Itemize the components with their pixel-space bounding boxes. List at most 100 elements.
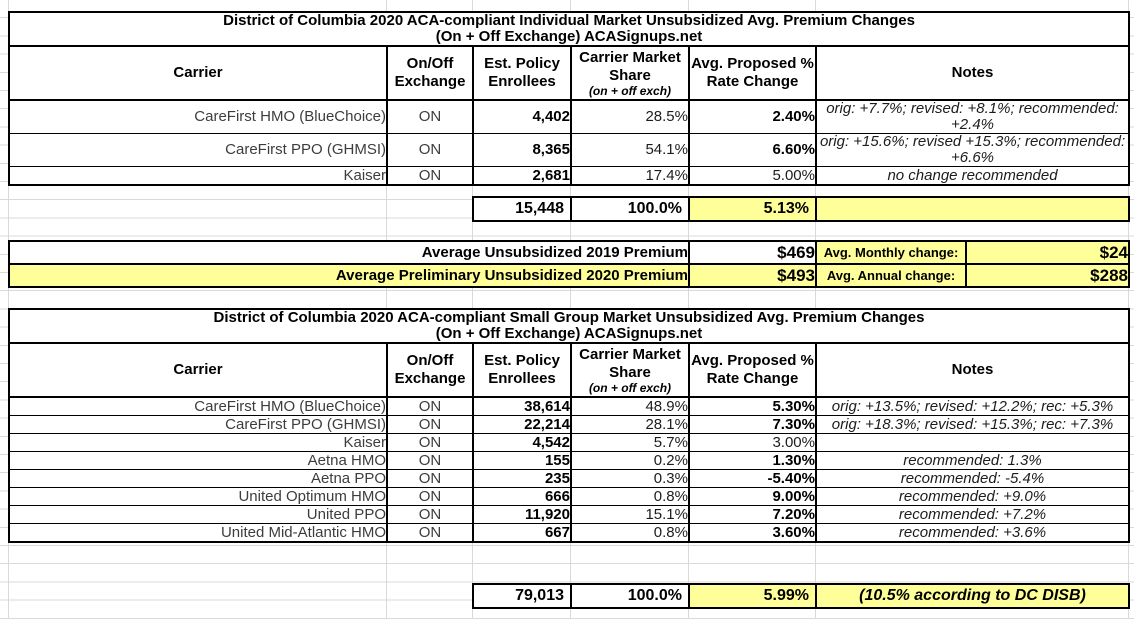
carrier-cell[interactable]: CareFirst HMO (BlueChoice) xyxy=(8,99,388,134)
enrollees-cell[interactable]: 22,214 xyxy=(472,415,572,434)
enrollees-cell[interactable]: 4,402 xyxy=(472,99,572,134)
carrier-cell[interactable]: CareFirst PPO (GHMSI) xyxy=(8,133,388,167)
share-cell[interactable]: 0.8% xyxy=(570,523,690,543)
notes-cell[interactable] xyxy=(815,433,1130,452)
exchange-cell[interactable]: ON xyxy=(386,133,474,167)
enrollees-cell[interactable]: 666 xyxy=(472,487,572,506)
rate-cell[interactable]: 9.00% xyxy=(688,487,817,506)
monthly-change-value[interactable]: $24 xyxy=(965,240,1130,265)
notes-cell[interactable]: recommended: +3.6% xyxy=(815,523,1130,543)
share-cell[interactable]: 0.8% xyxy=(570,487,690,506)
enrollees-cell[interactable]: 2,681 xyxy=(472,166,572,186)
carrier-cell[interactable]: Aetna HMO xyxy=(8,451,388,470)
carrier-cell[interactable]: Aetna PPO xyxy=(8,469,388,488)
exchange-cell[interactable]: ON xyxy=(386,505,474,524)
avg-2020-value[interactable]: $493 xyxy=(688,263,817,288)
share-cell[interactable]: 48.9% xyxy=(570,396,690,416)
total-enrollees-cell[interactable]: 15,448 xyxy=(472,196,572,222)
notes-cell[interactable]: recommended: +9.0% xyxy=(815,487,1130,506)
exchange-cell[interactable]: ON xyxy=(386,451,474,470)
notes-cell[interactable]: recommended: +7.2% xyxy=(815,505,1130,524)
avg-2019-value[interactable]: $469 xyxy=(688,240,817,265)
carrier-cell[interactable]: Kaiser xyxy=(8,433,388,452)
share-header[interactable]: Carrier Market Share (on + off exch) xyxy=(570,342,690,398)
exchange-cell[interactable]: ON xyxy=(386,433,474,452)
notes-header[interactable]: Notes xyxy=(815,342,1130,398)
share-cell[interactable]: 0.3% xyxy=(570,469,690,488)
rate-cell[interactable]: 3.60% xyxy=(688,523,817,543)
rate-cell[interactable]: 6.60% xyxy=(688,133,817,167)
rate-cell[interactable]: 7.30% xyxy=(688,415,817,434)
carrier-cell[interactable]: United PPO xyxy=(8,505,388,524)
exchange-cell[interactable]: ON xyxy=(386,99,474,134)
notes-cell[interactable]: orig: +18.3%; revised: +15.3%; rec: +7.3… xyxy=(815,415,1130,434)
average-premium-summary: Average Unsubsidized 2019 Premium $469 A… xyxy=(8,240,1130,288)
share-cell[interactable]: 5.7% xyxy=(570,433,690,452)
enrollees-cell[interactable]: 4,542 xyxy=(472,433,572,452)
total-rate-cell[interactable]: 5.99% xyxy=(688,583,817,609)
exchange-cell[interactable]: ON xyxy=(386,396,474,416)
share-cell[interactable]: 54.1% xyxy=(570,133,690,167)
table-row: Aetna HMO ON 155 0.2% 1.30% recommended: 1.3% xyxy=(8,451,1130,470)
enrollees-cell[interactable]: 11,920 xyxy=(472,505,572,524)
rate-cell[interactable]: 3.00% xyxy=(688,433,817,452)
exchange-header[interactable]: On/Off Exchange xyxy=(386,45,474,101)
carrier-cell[interactable]: CareFirst PPO (GHMSI) xyxy=(8,415,388,434)
exchange-cell[interactable]: ON xyxy=(386,415,474,434)
carrier-cell[interactable]: United Optimum HMO xyxy=(8,487,388,506)
enrollees-cell[interactable]: 38,614 xyxy=(472,396,572,416)
total-enrollees-cell[interactable]: 79,013 xyxy=(472,583,572,609)
annual-change-label[interactable]: Avg. Annual change: xyxy=(815,263,967,288)
avg-2020-label[interactable]: Average Preliminary Unsubsidized 2020 Pr… xyxy=(8,263,690,288)
monthly-change-label[interactable]: Avg. Monthly change: xyxy=(815,240,967,265)
header-row: Carrier On/Off Exchange Est. Policy Enro… xyxy=(8,45,1131,101)
carrier-header[interactable]: Carrier xyxy=(8,342,388,398)
annual-change-value[interactable]: $288 xyxy=(965,263,1130,288)
rate-cell[interactable]: -5.40% xyxy=(688,469,817,488)
carrier-cell[interactable]: Kaiser xyxy=(8,166,388,186)
share-cell[interactable]: 15.1% xyxy=(570,505,690,524)
rate-cell[interactable]: 7.20% xyxy=(688,505,817,524)
notes-header[interactable]: Notes xyxy=(814,45,1131,101)
notes-cell[interactable]: recommended: -5.4% xyxy=(815,469,1130,488)
enrollees-cell[interactable]: 8,365 xyxy=(472,133,572,167)
total-share-cell[interactable]: 100.0% xyxy=(570,196,690,222)
rate-cell[interactable]: 5.30% xyxy=(688,396,817,416)
share-cell[interactable]: 17.4% xyxy=(570,166,690,186)
total-rate-cell[interactable]: 5.13% xyxy=(688,196,817,222)
total-notes-cell[interactable] xyxy=(815,196,1130,222)
enrollees-cell[interactable]: 155 xyxy=(472,451,572,470)
share-cell[interactable]: 0.2% xyxy=(570,451,690,470)
rate-header[interactable]: Avg. Proposed % Rate Change xyxy=(688,45,817,101)
carrier-cell[interactable]: CareFirst HMO (BlueChoice) xyxy=(8,396,388,416)
exchange-cell[interactable]: ON xyxy=(386,523,474,543)
share-header[interactable]: Carrier Market Share (on + off exch) xyxy=(570,45,690,101)
notes-cell[interactable]: no change recommended xyxy=(814,166,1131,186)
notes-cell[interactable]: orig: +7.7%; revised: +8.1%; recommended… xyxy=(814,99,1131,134)
enrollees-header[interactable]: Est. Policy Enrollees xyxy=(472,45,572,101)
avg-2019-label[interactable]: Average Unsubsidized 2019 Premium xyxy=(8,240,690,265)
notes-cell[interactable]: orig: +13.5%; revised: +12.2%; rec: +5.3… xyxy=(815,396,1130,416)
total-notes-cell[interactable]: (10.5% according to DC DISB) xyxy=(815,583,1130,609)
share-cell[interactable]: 28.5% xyxy=(570,99,690,134)
carrier-cell[interactable]: United Mid-Atlantic HMO xyxy=(8,523,388,543)
table-title[interactable]: District of Columbia 2020 ACA-compliant … xyxy=(8,308,1130,344)
carrier-header[interactable]: Carrier xyxy=(8,45,388,101)
enrollees-cell[interactable]: 235 xyxy=(472,469,572,488)
notes-cell[interactable]: orig: +15.6%; revised +15.3%; recommende… xyxy=(814,133,1131,167)
table-title[interactable]: District of Columbia 2020 ACA-compliant … xyxy=(7,11,1131,47)
table-row: CareFirst HMO (BlueChoice) ON 4,402 28.5% 2.… xyxy=(8,99,1131,134)
rate-header[interactable]: Avg. Proposed % Rate Change xyxy=(688,342,817,398)
exchange-cell[interactable]: ON xyxy=(386,469,474,488)
notes-cell[interactable]: recommended: 1.3% xyxy=(815,451,1130,470)
rate-cell[interactable]: 5.00% xyxy=(688,166,817,186)
exchange-cell[interactable]: ON xyxy=(386,166,474,186)
total-share-cell[interactable]: 100.0% xyxy=(570,583,690,609)
share-cell[interactable]: 28.1% xyxy=(570,415,690,434)
exchange-cell[interactable]: ON xyxy=(386,487,474,506)
rate-cell[interactable]: 1.30% xyxy=(688,451,817,470)
rate-cell[interactable]: 2.40% xyxy=(688,99,817,134)
enrollees-header[interactable]: Est. Policy Enrollees xyxy=(472,342,572,398)
exchange-header[interactable]: On/Off Exchange xyxy=(386,342,474,398)
enrollees-cell[interactable]: 667 xyxy=(472,523,572,543)
